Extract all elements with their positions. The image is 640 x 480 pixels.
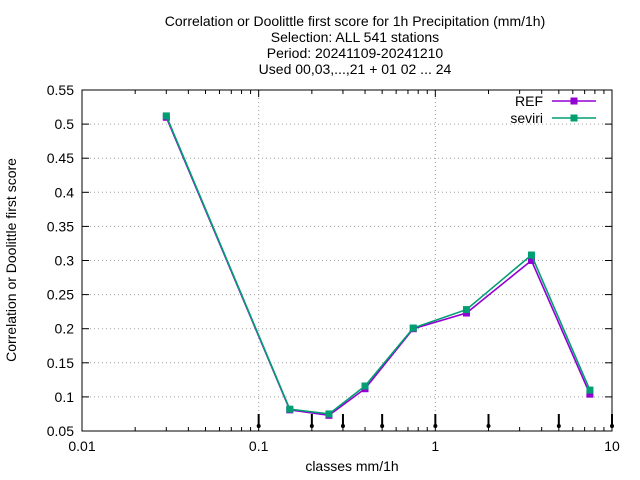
title-line-2: Selection: ALL 541 stations: [271, 29, 439, 45]
title-line-4: Used 00,03,...,21 + 01 02 ... 24: [259, 61, 452, 77]
x-axis-label: classes mm/1h: [305, 458, 398, 474]
class-boundary-dot: [556, 424, 561, 428]
data-point-seviri: [286, 405, 294, 413]
title-line-3: Period: 20241109-20241210: [267, 45, 444, 61]
class-boundary-dot: [486, 424, 491, 428]
data-point-seviri: [361, 382, 369, 390]
y-tick-label: 0.2: [55, 321, 75, 337]
class-boundary-dot: [309, 424, 314, 428]
data-point-seviri: [586, 386, 594, 394]
data-point-seviri: [462, 306, 470, 314]
y-tick-label: 0.55: [47, 82, 74, 98]
data-point-seviri: [162, 112, 170, 120]
legend-label-seviri: seviri: [510, 110, 543, 126]
data-point-seviri: [409, 324, 417, 332]
series-line-seviri: [165, 115, 591, 415]
x-tick-label: 0.01: [68, 438, 95, 454]
data-point-REF: [527, 257, 535, 264]
class-boundary-dot: [380, 424, 385, 428]
y-axis: 0.05 0.1 0.15 0.2 0.25 0.3 0.35 0.4 0.45 0.5 0.55: [47, 82, 612, 439]
x-axis: 0.01 0.1 1 10: [68, 90, 620, 454]
x-tick-label: 0.1: [249, 438, 269, 454]
data-point-seviri: [325, 410, 333, 418]
y-tick-label: 0.5: [55, 116, 75, 132]
y-tick-label: 0.15: [47, 355, 74, 371]
x-tick-label: 1: [431, 438, 439, 454]
class-boundary-dot: [340, 424, 345, 428]
y-tick-label: 0.25: [47, 287, 74, 303]
legend-label-REF: REF: [515, 93, 543, 109]
data-point-REF: [586, 390, 594, 398]
y-tick-label: 0.05: [47, 423, 74, 439]
data-point-seviri: [527, 251, 535, 259]
y-tick-label: 0.3: [55, 253, 75, 269]
chart-title: Correlation or Doolittle first score for…: [165, 13, 545, 77]
y-axis-label: Correlation or Doolittle first score: [3, 158, 19, 362]
y-tick-label: 0.45: [47, 150, 74, 166]
y-tick-label: 0.4: [55, 184, 75, 200]
legend-marker-seviri: [570, 114, 578, 122]
title-line-1: Correlation or Doolittle first score for…: [165, 13, 545, 29]
legend-marker-REF: [570, 97, 578, 105]
y-tick-label: 0.1: [55, 389, 75, 405]
y-tick-label: 0.35: [47, 218, 74, 234]
series: [162, 112, 594, 419]
x-tick-label: 10: [604, 438, 620, 454]
